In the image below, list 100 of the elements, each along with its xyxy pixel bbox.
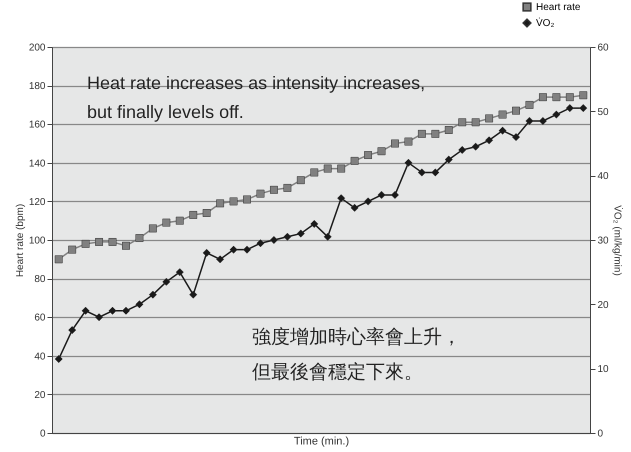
point bbox=[108, 306, 116, 315]
point bbox=[270, 186, 278, 194]
point bbox=[189, 290, 198, 299]
y2-axis-title: V̇O₂ (ml/kg/min) bbox=[612, 205, 624, 276]
point bbox=[162, 218, 170, 227]
point bbox=[324, 232, 332, 241]
point bbox=[230, 246, 238, 254]
point bbox=[444, 156, 453, 164]
point bbox=[431, 130, 440, 138]
y-tick-label: 140 bbox=[28, 158, 46, 170]
point bbox=[95, 313, 104, 322]
point bbox=[526, 117, 534, 125]
point bbox=[418, 130, 426, 138]
point bbox=[296, 176, 305, 184]
point bbox=[512, 106, 520, 115]
y-tick-label: 60 bbox=[34, 312, 46, 324]
point bbox=[54, 255, 63, 264]
point bbox=[243, 196, 251, 204]
y-tick-label: 20 bbox=[34, 390, 46, 401]
point bbox=[364, 197, 372, 206]
point bbox=[485, 136, 494, 144]
y-tick-label: 0 bbox=[40, 428, 46, 440]
point bbox=[256, 239, 264, 248]
point bbox=[404, 158, 412, 167]
point bbox=[552, 110, 560, 119]
point bbox=[189, 210, 198, 219]
point bbox=[498, 126, 507, 135]
point bbox=[256, 190, 264, 198]
point bbox=[418, 168, 426, 176]
point bbox=[310, 220, 318, 228]
point bbox=[82, 240, 90, 248]
point bbox=[458, 146, 466, 154]
point bbox=[296, 230, 305, 238]
y2-tick-label: 50 bbox=[598, 106, 610, 118]
point bbox=[230, 197, 238, 206]
point bbox=[378, 147, 386, 156]
point bbox=[162, 278, 170, 286]
point bbox=[243, 246, 251, 254]
point bbox=[404, 138, 412, 146]
point bbox=[216, 199, 224, 208]
point bbox=[270, 236, 278, 244]
point bbox=[444, 126, 453, 134]
point bbox=[283, 232, 292, 241]
point bbox=[391, 191, 399, 199]
point bbox=[364, 151, 372, 160]
point bbox=[95, 238, 104, 246]
point bbox=[310, 168, 318, 176]
y-axis-title: Heart rate (bpm) bbox=[14, 204, 26, 278]
point bbox=[176, 216, 184, 225]
y2-tick-label: 10 bbox=[598, 364, 610, 376]
point bbox=[485, 114, 494, 122]
point bbox=[472, 142, 480, 151]
point bbox=[566, 104, 574, 112]
y-tick-label: 120 bbox=[28, 196, 46, 208]
point bbox=[538, 93, 547, 102]
point bbox=[216, 255, 224, 264]
point bbox=[458, 118, 466, 126]
point bbox=[108, 238, 116, 246]
point bbox=[579, 104, 588, 112]
point bbox=[122, 242, 130, 250]
y2-tick-label: 30 bbox=[598, 236, 610, 246]
point bbox=[176, 268, 184, 276]
point bbox=[324, 164, 332, 173]
point bbox=[68, 246, 76, 254]
point bbox=[472, 118, 480, 126]
point bbox=[122, 306, 130, 315]
annotation: 強度增加時心率會上升， bbox=[252, 326, 461, 348]
y-tick-label: 80 bbox=[34, 274, 46, 286]
y2-tick-label: 40 bbox=[598, 171, 610, 182]
x-axis-title: Time (min.) bbox=[294, 436, 350, 448]
point bbox=[579, 91, 588, 100]
point bbox=[378, 191, 386, 199]
y-tick-label: 40 bbox=[34, 351, 46, 362]
y2-tick-label: 20 bbox=[598, 300, 610, 311]
point bbox=[431, 168, 440, 176]
point bbox=[202, 209, 211, 217]
point bbox=[350, 204, 359, 212]
legend-label: Heart rate bbox=[536, 2, 581, 13]
annotation: 但最後會穩定下來。 bbox=[252, 361, 423, 383]
point bbox=[148, 224, 157, 232]
point bbox=[526, 100, 534, 109]
annotation: Heat rate increases as intensity increases, but finally levels off. bbox=[87, 73, 426, 122]
y-tick-label: 100 bbox=[28, 236, 46, 246]
point bbox=[135, 300, 144, 308]
y-tick-label: 180 bbox=[28, 81, 46, 92]
point bbox=[82, 306, 90, 315]
point bbox=[337, 164, 346, 173]
y2-tick-label: 0 bbox=[598, 428, 604, 440]
point bbox=[337, 194, 346, 202]
y-tick-label: 200 bbox=[28, 42, 46, 54]
point bbox=[283, 184, 292, 192]
point bbox=[350, 156, 359, 165]
y-tick-label: 160 bbox=[28, 120, 46, 131]
point bbox=[566, 93, 574, 102]
legend-label: V̇O₂ bbox=[536, 17, 554, 29]
point bbox=[391, 140, 399, 148]
point bbox=[54, 355, 63, 363]
point bbox=[135, 234, 144, 242]
point bbox=[148, 290, 157, 299]
point bbox=[498, 110, 507, 119]
